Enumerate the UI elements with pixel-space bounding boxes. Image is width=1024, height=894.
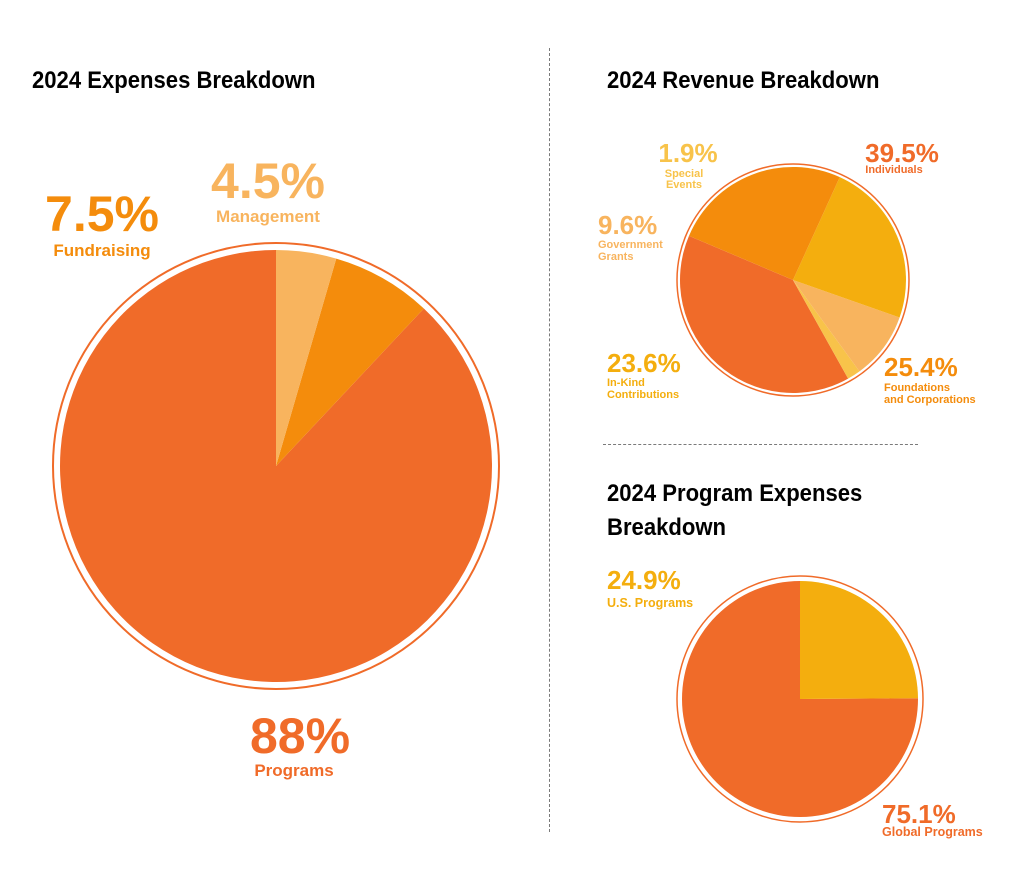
government-name-line-1: Government xyxy=(598,239,663,251)
foundations-pct-label: 25.4% xyxy=(884,352,958,382)
program-slice-global-programs xyxy=(682,581,919,818)
management-pct-label: 4.5% xyxy=(211,153,325,209)
revenue-chart-title: 2024 Revenue Breakdown xyxy=(607,67,880,94)
expenses-chart-title: 2024 Expenses Breakdown xyxy=(32,67,316,94)
individuals-pct-label: 39.5% xyxy=(865,138,939,168)
government-name-line-2: Grants xyxy=(598,251,633,263)
program-expenses-pie-slices xyxy=(682,581,919,818)
revenue-slice-special-events xyxy=(793,280,860,379)
vertical-divider xyxy=(549,48,550,832)
management-name-label: Management xyxy=(216,207,320,226)
expenses-slice-management xyxy=(276,250,337,466)
program-expenses-pie-outline xyxy=(676,575,924,823)
revenue-pie-slices xyxy=(679,167,906,394)
program-expenses-chart-title: 2024 Program Expenses Breakdown xyxy=(607,477,938,545)
foundations-name-line-1: Foundations xyxy=(884,382,950,394)
programs-pct-label: 88% xyxy=(250,708,350,764)
expenses-slice-programs xyxy=(60,250,493,682)
special-events-pct-label: 1.9% xyxy=(658,138,717,168)
program-slice-u-s-programs xyxy=(800,581,918,699)
revenue-slice-government-grants xyxy=(793,280,900,372)
global-programs-pct-label: 75.1% xyxy=(882,799,956,829)
program-expenses-pie xyxy=(676,575,924,823)
us-programs-pct-label: 24.9% xyxy=(607,565,681,595)
expenses-pie xyxy=(52,242,500,690)
fundraising-pct-label: 7.5% xyxy=(45,186,159,242)
inkind-name-line-2: Contributions xyxy=(607,389,679,401)
expenses-slice-fundraising xyxy=(276,258,424,466)
programs-name-label: Programs xyxy=(254,761,333,780)
foundations-name-line-2: and Corporations xyxy=(884,394,976,406)
inkind-name-line-1: In-Kind xyxy=(607,377,645,389)
special-events-name-line-1: Special xyxy=(665,168,704,180)
revenue-pie xyxy=(676,163,910,397)
government-pct-label: 9.6% xyxy=(598,210,657,240)
program-expenses-title-line-2: Breakdown xyxy=(607,514,727,541)
fundraising-name-label: Fundraising xyxy=(53,241,150,260)
revenue-slice-in-kind-contributions xyxy=(793,177,906,318)
revenue-slice-foundations-and-corporations xyxy=(688,167,840,280)
program-expenses-title-line-1: 2024 Program Expenses xyxy=(607,480,863,507)
expenses-pie-outline xyxy=(52,242,500,690)
inkind-pct-label: 23.6% xyxy=(607,348,681,378)
global-programs-name-label: Global Programs xyxy=(882,825,983,839)
us-programs-name-label: U.S. Programs xyxy=(607,596,693,610)
revenue-slice-individuals xyxy=(679,235,849,394)
special-events-name-line-2: Events xyxy=(666,179,702,191)
horizontal-divider xyxy=(603,444,918,445)
expenses-pie-slices xyxy=(60,250,493,682)
revenue-pie-outline xyxy=(676,163,910,397)
individuals-name-label: Individuals xyxy=(865,164,922,176)
